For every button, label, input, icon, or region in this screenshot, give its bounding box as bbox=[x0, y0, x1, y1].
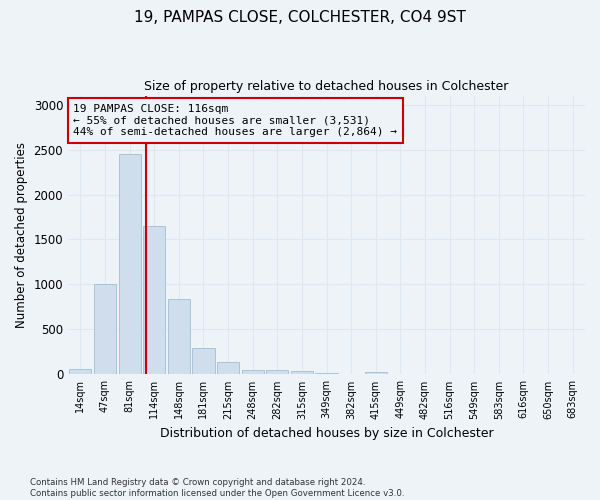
Bar bbox=[119, 154, 140, 374]
Bar bbox=[266, 370, 289, 374]
Text: 19, PAMPAS CLOSE, COLCHESTER, CO4 9ST: 19, PAMPAS CLOSE, COLCHESTER, CO4 9ST bbox=[134, 10, 466, 25]
Bar bbox=[365, 372, 387, 374]
Bar bbox=[69, 370, 91, 374]
Title: Size of property relative to detached houses in Colchester: Size of property relative to detached ho… bbox=[145, 80, 509, 93]
Bar bbox=[143, 226, 165, 374]
Bar bbox=[291, 372, 313, 374]
Bar bbox=[242, 370, 264, 374]
Bar bbox=[193, 348, 215, 374]
Text: 19 PAMPAS CLOSE: 116sqm
← 55% of detached houses are smaller (3,531)
44% of semi: 19 PAMPAS CLOSE: 116sqm ← 55% of detache… bbox=[73, 104, 397, 137]
Bar bbox=[316, 372, 338, 374]
Bar bbox=[94, 284, 116, 374]
X-axis label: Distribution of detached houses by size in Colchester: Distribution of detached houses by size … bbox=[160, 427, 493, 440]
Y-axis label: Number of detached properties: Number of detached properties bbox=[15, 142, 28, 328]
Text: Contains HM Land Registry data © Crown copyright and database right 2024.
Contai: Contains HM Land Registry data © Crown c… bbox=[30, 478, 404, 498]
Bar bbox=[168, 299, 190, 374]
Bar bbox=[217, 362, 239, 374]
